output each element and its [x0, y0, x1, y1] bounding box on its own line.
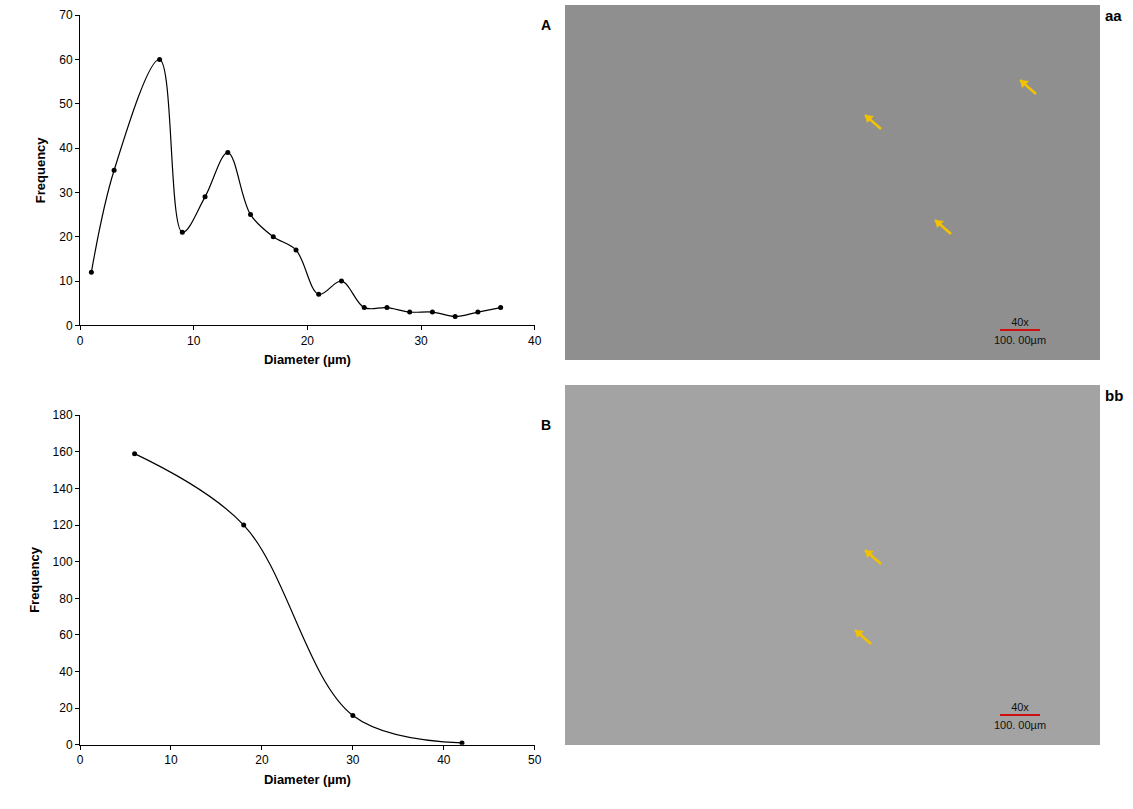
svg-text:100: 100 — [53, 555, 73, 569]
svg-text:20: 20 — [59, 230, 73, 244]
svg-text:Diameter (µm): Diameter (µm) — [264, 352, 351, 367]
svg-text:60: 60 — [59, 53, 73, 67]
svg-text:0: 0 — [66, 738, 73, 752]
svg-text:160: 160 — [53, 445, 73, 459]
svg-text:30: 30 — [346, 753, 360, 767]
svg-text:Frequency: Frequency — [27, 546, 42, 613]
svg-text:20: 20 — [301, 334, 315, 348]
svg-text:60: 60 — [59, 628, 73, 642]
html-text:bb: bb — [1105, 387, 1124, 404]
svg-text:20: 20 — [59, 701, 73, 715]
svg-text:40: 40 — [437, 753, 451, 767]
svg-text:40: 40 — [59, 665, 73, 679]
svg-text:Frequency: Frequency — [33, 137, 48, 204]
svg-text:40: 40 — [59, 141, 73, 155]
svg-text:20: 20 — [255, 753, 269, 767]
svg-text:30: 30 — [414, 334, 428, 348]
svg-text:0: 0 — [77, 753, 84, 767]
svg-text:40x: 40x — [1011, 316, 1029, 328]
svg-text:0: 0 — [66, 319, 73, 333]
svg-text:10: 10 — [187, 334, 201, 348]
svg-text:10: 10 — [59, 274, 73, 288]
svg-text:40: 40 — [528, 334, 542, 348]
svg-text:80: 80 — [59, 591, 73, 605]
svg-text:30: 30 — [59, 186, 73, 200]
svg-text:120: 120 — [53, 518, 73, 532]
svg-text:Diameter (µm): Diameter (µm) — [264, 772, 351, 787]
svg-text:180: 180 — [53, 408, 73, 422]
svg-text:10: 10 — [164, 753, 178, 767]
svg-text:0: 0 — [77, 334, 84, 348]
svg-text:50: 50 — [59, 97, 73, 111]
html-text:aa: aa — [1105, 7, 1122, 24]
svg-text:100. 00µm: 100. 00µm — [994, 334, 1046, 346]
svg-text:50: 50 — [528, 753, 542, 767]
svg-text:40x: 40x — [1011, 701, 1029, 713]
svg-text:140: 140 — [53, 482, 73, 496]
svg-text:100. 00µm: 100. 00µm — [994, 719, 1046, 731]
svg-text:A: A — [541, 17, 551, 33]
svg-text:70: 70 — [59, 8, 73, 22]
svg-text:B: B — [541, 417, 551, 433]
